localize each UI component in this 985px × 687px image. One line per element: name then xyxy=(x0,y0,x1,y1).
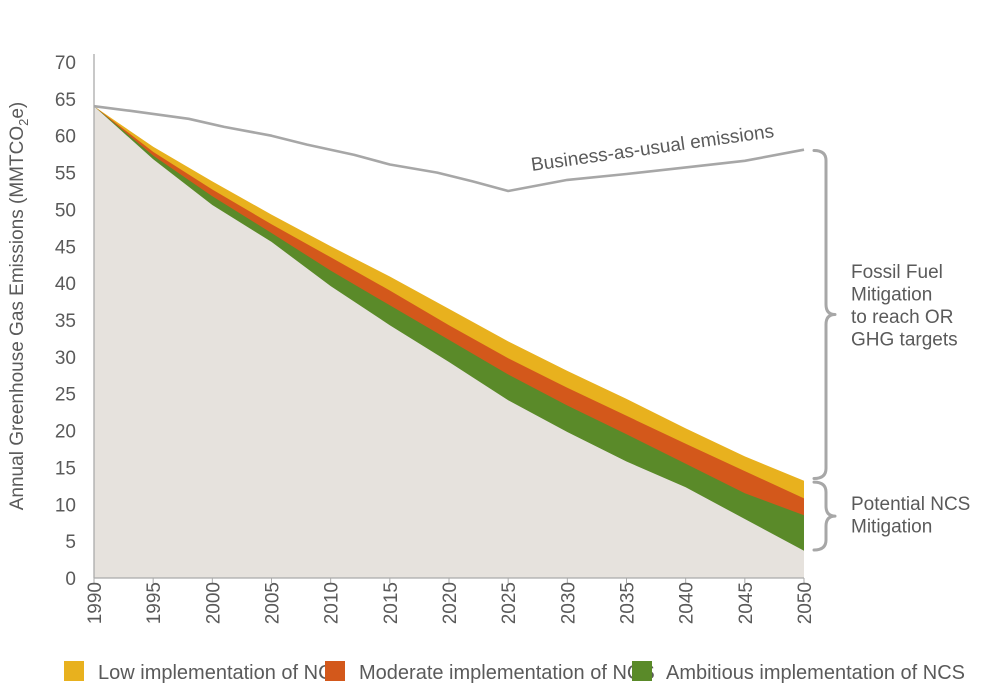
fossil-fuel-annotation: Fossil Fuel Mitigation to reach OR GHG targ… xyxy=(851,262,958,351)
y-tick-label: 20 xyxy=(55,422,76,443)
y-tick-label: 60 xyxy=(55,127,76,148)
legend-swatch xyxy=(325,661,345,681)
plot-areas xyxy=(94,106,804,578)
y-tick-label: 45 xyxy=(55,237,76,258)
bau-label: Business-as-usual emissions xyxy=(530,121,776,176)
x-tick-label: 2010 xyxy=(322,582,343,624)
y-tick-label: 40 xyxy=(55,274,76,295)
x-tick-label: 2005 xyxy=(263,582,284,624)
y-tick-label: 10 xyxy=(55,495,76,516)
legend-swatch xyxy=(64,661,84,681)
legend-label: Ambitious implementation of NCS xyxy=(666,662,965,684)
y-tick-label: 30 xyxy=(55,348,76,369)
bau-line xyxy=(93,104,805,193)
y-tick-label: 25 xyxy=(55,385,76,406)
x-tick-label: 1990 xyxy=(85,582,106,624)
legend-swatch xyxy=(632,661,652,681)
fossil-fuel-bracket xyxy=(812,148,837,480)
area-remaining-emissions xyxy=(94,106,804,578)
y-tick-label: 0 xyxy=(65,569,76,590)
x-tick-label: 2035 xyxy=(618,582,639,624)
y-tick-label: 70 xyxy=(55,53,76,74)
x-tick-label: 2040 xyxy=(677,582,698,624)
x-tick-label: 2050 xyxy=(795,582,816,624)
annotations: Fossil Fuel Mitigation to reach OR GHG targ… xyxy=(812,148,970,552)
legend-label: Low implementation of NCS xyxy=(98,662,346,684)
y-tick-label: 5 xyxy=(65,532,76,553)
x-tick-label: 2015 xyxy=(381,582,402,624)
x-tick-label: 2020 xyxy=(440,582,461,624)
legend-label: Moderate implementation of NCS xyxy=(359,662,655,684)
x-tick-label: 2000 xyxy=(203,582,224,624)
x-tick-label: 2030 xyxy=(558,582,579,624)
ncs-annotation: Potential NCS Mitigation xyxy=(851,494,970,538)
y-tick-label: 55 xyxy=(55,164,76,185)
x-tick-label: 2045 xyxy=(736,582,757,624)
y-tick-label: 15 xyxy=(55,458,76,479)
y-tick-label: 65 xyxy=(55,90,76,111)
legend: Low implementation of NCS Moderate implem… xyxy=(64,661,965,684)
y-tick-label: 50 xyxy=(55,200,76,221)
y-axis-title: Annual Greenhouse Gas Emissions (MMTCO2e… xyxy=(7,102,31,511)
y-tick-label: 35 xyxy=(55,311,76,332)
ncs-bracket xyxy=(812,480,837,552)
x-tick-label: 1995 xyxy=(144,582,165,624)
x-tick-label: 2025 xyxy=(499,582,520,624)
